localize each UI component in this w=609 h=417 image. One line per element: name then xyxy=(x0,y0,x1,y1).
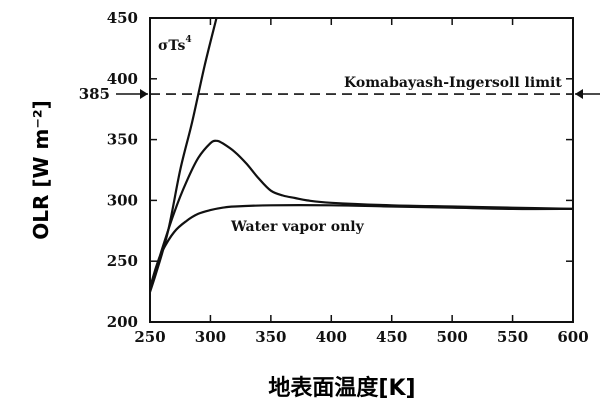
y-tick-label: 300 xyxy=(107,191,138,209)
sigma-ts-superscript: 4 xyxy=(185,35,191,45)
x-tick-label: 300 xyxy=(195,328,226,346)
axis-ticks xyxy=(149,17,574,323)
y-tick-label: 400 xyxy=(107,70,138,88)
limit-arrowhead-left xyxy=(140,89,148,100)
plot-frame xyxy=(149,17,574,323)
limit-arrowhead-right xyxy=(575,89,583,100)
sigma-ts-annotation: σTs4 xyxy=(158,35,192,54)
x-tick-label: 500 xyxy=(436,328,467,346)
y-tick-label: 250 xyxy=(107,252,138,270)
limit-label: Komabayash-Ingersoll limit xyxy=(344,75,562,91)
y-tick-labels: 200 250 300 350 400 450 xyxy=(107,9,138,331)
x-tick-labels: 250 300 350 400 450 500 550 600 xyxy=(134,328,588,346)
x-tick-label: 250 xyxy=(134,328,165,346)
x-tick-label: 600 xyxy=(557,328,588,346)
x-axis-label: 地表面温度[K] xyxy=(268,375,415,401)
series-water-vapor-only xyxy=(150,204,573,289)
water-vapor-annotation: Water vapor only xyxy=(230,219,365,235)
x-tick-label: 350 xyxy=(255,328,286,346)
x-tick-label: 400 xyxy=(316,328,347,346)
limit-markers xyxy=(116,89,600,100)
y-tick-label: 200 xyxy=(107,313,138,331)
x-tick-label: 550 xyxy=(497,328,528,346)
limit-marker-label: 385 xyxy=(79,85,110,103)
y-tick-label: 450 xyxy=(107,9,138,27)
y-tick-label: 350 xyxy=(107,131,138,149)
series-full-olr xyxy=(150,139,573,289)
sigma-ts-text: σTs xyxy=(158,38,185,54)
series-sigma-ts4 xyxy=(150,18,218,296)
y-axis-label: OLR [W m⁻²] xyxy=(29,100,53,240)
x-tick-label: 450 xyxy=(376,328,407,346)
